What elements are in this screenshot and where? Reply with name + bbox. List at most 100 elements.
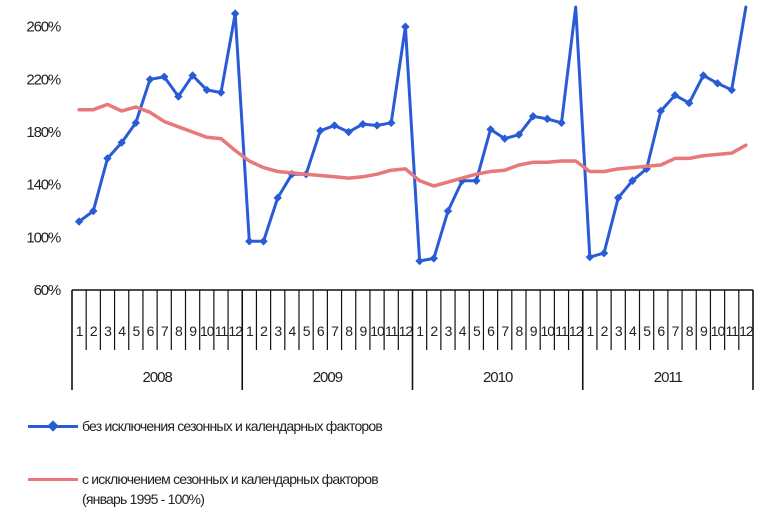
x-tick-label-month: 2 [260,323,268,339]
data-point-marker [202,85,211,95]
y-tick-label: 100% [26,229,60,246]
x-tick-label-year: 2011 [654,369,683,386]
x-tick-label-month: 9 [530,323,538,339]
data-point-marker [117,138,126,147]
x-tick-label-month: 10 [200,323,215,339]
data-point-marker [344,127,353,137]
line-chart: 60%100%140%180%220%260% 1 2 3 4 5 6 7 8 9 10 11 122… [26,5,755,390]
legend-label-series-2-note: (январь 1995 - 100%) [82,491,205,507]
data-point-marker [585,252,595,262]
x-tick-label-month: 9 [189,323,197,339]
x-tick-label-month: 10 [540,323,555,339]
x-tick-label-month: 10 [370,323,385,339]
data-point-marker [74,217,84,226]
x-tick-label-month: 11 [725,323,739,339]
x-tick-label-month: 2 [430,323,438,339]
data-point-marker [614,193,623,203]
data-point-marker [429,254,438,263]
x-tick-label-month: 8 [175,323,183,339]
x-tick-label-month: 10 [711,323,726,339]
x-tick-label-month: 5 [132,323,140,339]
data-point-marker [89,206,98,216]
data-point-marker [245,237,254,246]
data-point-marker [628,176,637,185]
data-point-marker [259,237,268,246]
x-tick-label-month: 4 [629,323,637,339]
data-point-marker [174,92,183,101]
data-point-marker [543,114,552,124]
data-point-marker [131,118,141,128]
data-point-marker [528,112,538,121]
x-tick-label-month: 11 [555,323,569,339]
x-tick-label-month: 5 [643,323,651,339]
data-point-marker [557,118,566,128]
y-tick-label: 260% [26,19,60,36]
x-tick-label-year: 2008 [142,369,172,386]
x-tick-label-month: 6 [147,323,155,339]
x-tick-label-month: 1 [76,323,84,339]
x-tick-label-year: 2009 [313,369,343,386]
data-point-marker [273,193,282,203]
data-point-marker [656,106,665,116]
data-point-marker [514,130,524,139]
x-tick-label-month: 9 [359,323,367,339]
y-axis: 60% 100% 140% 180% 220% 260% [26,19,62,299]
data-point-marker [727,85,736,95]
x-tick-label-month: 3 [274,323,282,339]
data-point-marker [500,134,509,143]
legend-label-series-1: без исключения сезонных и календарных фа… [82,418,383,434]
series-line-without-seasonal-adjustment [77,5,748,263]
data-point-marker [216,88,226,97]
data-point-marker [699,71,708,80]
data-point-marker [230,9,240,18]
x-tick-label-month: 12 [739,323,754,339]
y-tick-label: 60% [34,282,61,299]
x-tick-label-month: 9 [700,323,708,339]
data-point-marker [316,126,325,135]
x-tick-label-month: 7 [501,323,509,339]
x-tick-label-month: 4 [118,323,126,339]
x-tick-label-month: 3 [445,323,453,339]
x-tick-label-month: 12 [228,323,243,339]
data-point-marker [160,72,169,81]
data-point-marker [372,121,382,130]
x-tick-label-month: 11 [215,323,229,339]
data-point-marker [684,98,694,108]
data-point-marker [145,75,155,84]
y-tick-label: 220% [26,71,60,88]
y-tick-label: 180% [26,124,60,141]
data-point-marker [457,176,467,185]
data-point-marker [401,22,410,31]
data-point-marker [330,121,339,130]
x-tick-label-month: 8 [516,323,524,339]
x-tick-label-month: 11 [385,323,399,339]
x-tick-label-month: 12 [399,323,414,339]
legend-item-series-2: с исключением сезонных и календарных фак… [28,469,588,513]
x-tick-label-month: 1 [586,323,594,339]
data-point-marker [387,118,396,128]
x-tick-label-month: 12 [569,323,584,339]
x-tick-label-month: 1 [246,323,254,339]
data-point-marker [670,90,680,100]
x-tick-label-month: 7 [331,323,339,339]
legend-label-series-2: с исключением сезонных и календарных фак… [82,471,379,487]
data-point-marker [103,154,112,163]
x-tick-label-month: 6 [487,323,495,339]
data-point-marker [443,206,453,216]
data-point-marker [599,248,609,258]
x-tick-label-month: 4 [459,323,467,339]
data-point-marker [358,119,368,129]
data-point-marker [713,79,722,88]
x-tick-label-month: 7 [672,323,680,339]
legend-swatch-red-line [28,478,78,481]
x-tick-label-month: 2 [90,323,98,339]
x-tick-label-month: 8 [345,323,353,339]
y-tick-label: 140% [26,177,60,194]
diamond-marker-icon [47,420,59,432]
x-tick-label-month: 6 [317,323,325,339]
x-tick-label-month: 5 [473,323,481,339]
x-tick-label-month: 3 [104,323,112,339]
x-tick-label-month: 5 [303,323,311,339]
legend-item-series-1: без исключения сезонных и календарных фа… [28,416,588,438]
